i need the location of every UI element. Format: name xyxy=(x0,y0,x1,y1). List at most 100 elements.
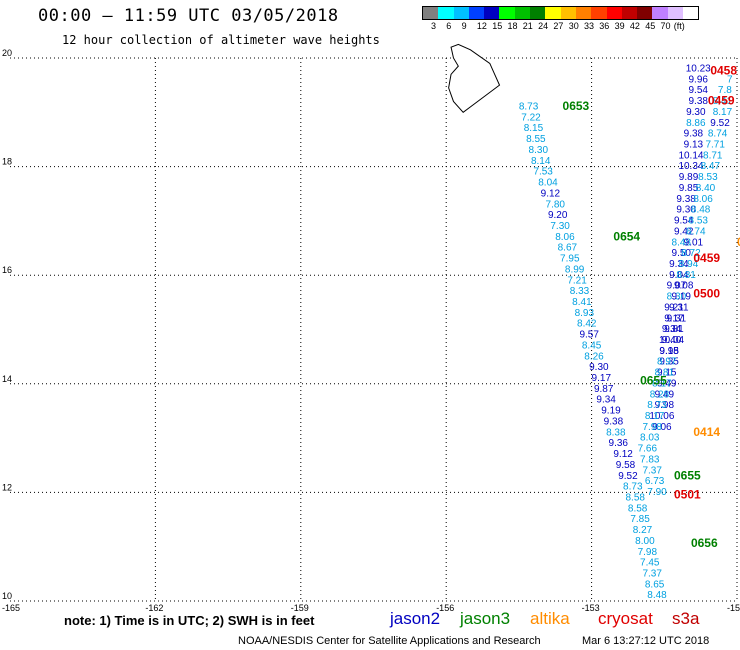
x-tick-label: -165 xyxy=(2,603,20,613)
colorbar-label: 3 xyxy=(431,21,437,31)
wave-height-value: 9.49 xyxy=(657,378,677,389)
wave-height-value: 9.20 xyxy=(548,210,568,221)
wave-height-value: 9.52 xyxy=(618,471,638,482)
wave-height-value: 8.48 xyxy=(691,205,711,216)
wave-height-value: 10.04 xyxy=(659,335,684,346)
wave-height-value: 7.37 xyxy=(642,465,662,476)
wave-height-value: 9.31 xyxy=(667,313,687,324)
chart-subtitle: 12 hour collection of altimeter wave hei… xyxy=(62,33,380,47)
wave-height-value: 8.65 xyxy=(645,579,665,590)
legend-item: altika xyxy=(530,609,570,628)
wave-height-value: 7 xyxy=(727,74,733,85)
wave-height-value: 8.41 xyxy=(713,96,733,107)
wave-height-value: 8.67 xyxy=(558,243,578,254)
wave-height-value: 8.33 xyxy=(570,286,590,297)
y-tick-label: 16 xyxy=(2,265,12,275)
wave-height-value: 8.15 xyxy=(524,123,544,134)
y-tick-label: 20 xyxy=(2,48,12,58)
colorbar-swatch xyxy=(591,7,607,19)
wave-height-value: 7.85 xyxy=(630,514,650,525)
wave-height-value: 9.12 xyxy=(541,188,561,199)
wave-height-value: 7.21 xyxy=(567,275,587,286)
chart-title: 00:00 – 11:59 UTC 03/05/2018 xyxy=(38,6,339,26)
wave-height-value: 8.71 xyxy=(703,150,723,161)
wave-height-value: 9.38 xyxy=(688,96,708,107)
legend-item: cryosat xyxy=(598,609,653,628)
track-time-label: 0500 xyxy=(693,286,720,300)
colorbar-swatch xyxy=(453,7,469,19)
y-tick-label: 12 xyxy=(2,482,12,492)
wave-height-value: 9.17 xyxy=(664,313,684,324)
wave-height-value: 10.23 xyxy=(686,64,711,75)
colorbar-label: 21 xyxy=(522,21,533,31)
wave-height-value: 8.26 xyxy=(584,351,604,362)
wave-height-value: 8.06 xyxy=(693,194,713,205)
colorbar-swatch xyxy=(438,7,454,19)
wave-height-value: 7.45 xyxy=(640,558,660,569)
y-tick-label: 14 xyxy=(2,374,12,384)
wave-height-value: 8.47 xyxy=(701,161,721,172)
wave-height-value: 6.73 xyxy=(645,476,665,487)
wave-height-value: 7.66 xyxy=(638,444,658,455)
wave-height-value: 9.15 xyxy=(659,346,679,357)
colorbar-swatch xyxy=(683,7,699,19)
colorbar-swatch xyxy=(484,7,500,19)
colorbar-swatch xyxy=(514,7,531,19)
x-tick-label: -153 xyxy=(582,603,600,613)
track-time-label: 0501 xyxy=(674,487,701,501)
wave-height-value: 9.31 xyxy=(669,302,689,313)
wave-height-value: 8.06 xyxy=(555,232,575,243)
wave-height-value: 8.00 xyxy=(635,536,655,547)
colorbar-swatch xyxy=(423,7,439,19)
wave-height-value: 10.34 xyxy=(678,161,703,172)
track-time-label: 0654 xyxy=(613,229,640,243)
wave-height-value: 8.27 xyxy=(633,525,653,536)
wave-height-value: 7.98 xyxy=(642,422,662,433)
wave-height-value: 9.30 xyxy=(589,362,609,373)
colorbar xyxy=(422,6,700,20)
island-outline xyxy=(448,43,501,113)
wave-height-value: 9.08 xyxy=(674,281,694,292)
wave-height-value: 9.87 xyxy=(594,384,614,395)
colorbar-label: 27 xyxy=(553,21,564,31)
wave-height-value: 8.99 xyxy=(565,264,585,275)
wave-height-value: 8.58 xyxy=(628,503,648,514)
colorbar-swatch xyxy=(560,7,576,19)
colorbar-swatch xyxy=(606,7,622,19)
colorbar-swatch xyxy=(468,7,485,19)
track-time-label: 0459 xyxy=(708,94,735,108)
wave-height-value: 7.71 xyxy=(705,140,725,151)
wave-height-value: 9.30 xyxy=(676,205,696,216)
wave-height-value: 9.54 xyxy=(688,85,708,96)
wave-height-value: 8.48 xyxy=(647,590,667,601)
track-time-label: 0414 xyxy=(693,425,720,439)
wave-height-value: 8.81 xyxy=(676,270,696,281)
wave-height-value: 9.19 xyxy=(601,406,621,417)
wave-height-value: 8.38 xyxy=(606,427,626,438)
colorbar-swatch xyxy=(621,7,638,19)
wave-height-value: 9.38 xyxy=(604,416,624,427)
wave-height-value: 7.22 xyxy=(521,112,541,123)
wave-height-value: 9.19 xyxy=(672,292,692,303)
wave-height-value: 7.95 xyxy=(560,254,580,265)
wave-height-value: 8.74 xyxy=(708,129,728,140)
colorbar-label: 6 xyxy=(446,21,452,31)
wave-height-value: 7.80 xyxy=(546,199,566,210)
wave-height-value: 9.07 xyxy=(667,281,687,292)
wave-height-value: 7.98 xyxy=(638,547,658,558)
track-time-label: 0656 xyxy=(691,536,718,550)
wave-height-value: 9.98 xyxy=(655,400,675,411)
wave-height-value: 8.73 xyxy=(519,102,539,113)
legend-item: jason2 xyxy=(390,609,441,628)
colorbar-swatch xyxy=(530,7,546,19)
wave-height-value: 9.49 xyxy=(655,389,675,400)
x-tick-label: -156 xyxy=(436,603,454,613)
wave-height-value: 9.06 xyxy=(652,422,672,433)
colorbar-label: 42 xyxy=(629,21,640,31)
track-time-label: 0653 xyxy=(563,99,590,113)
colorbar-label: 9 xyxy=(461,21,467,31)
colorbar-swatch xyxy=(667,7,684,19)
wave-height-value: 8.53 xyxy=(698,172,718,183)
wave-height-value: 9.85 xyxy=(679,183,699,194)
